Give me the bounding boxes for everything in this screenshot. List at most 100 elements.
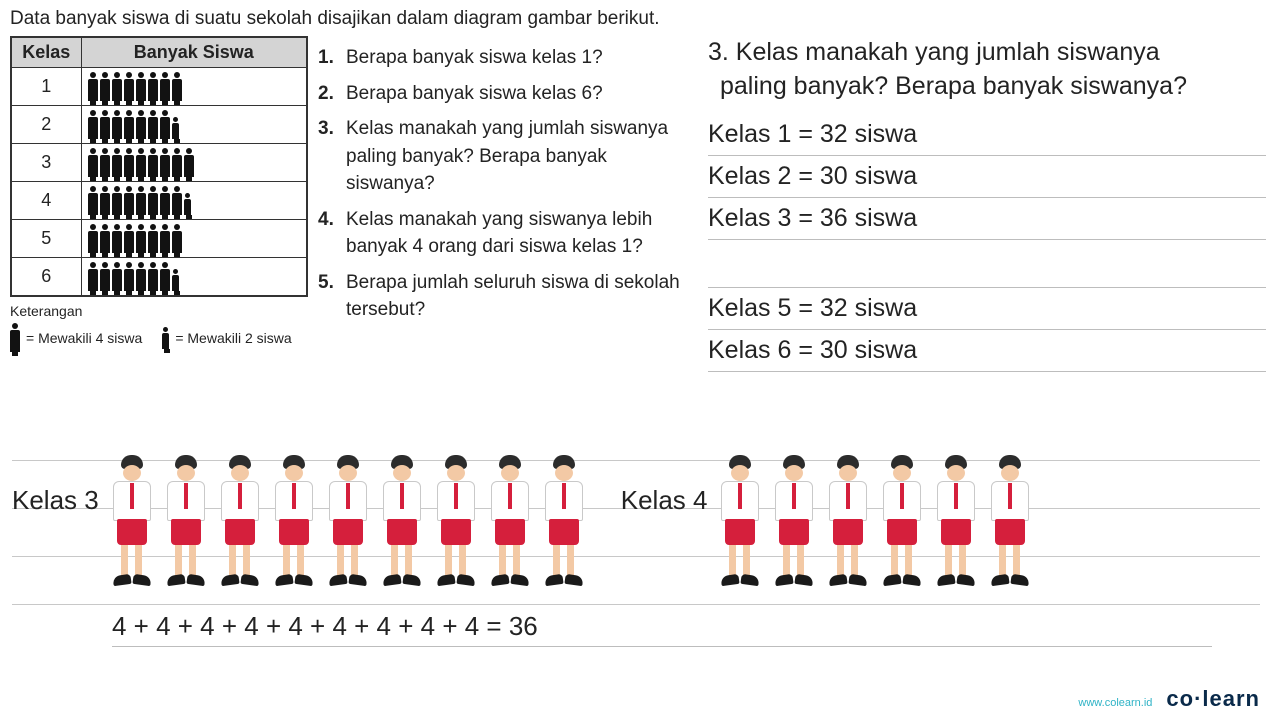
answer-title-line2: paling banyak? Berapa banyak siswanya? — [720, 72, 1187, 100]
cell-pictogram — [81, 182, 307, 220]
person-full-icon — [160, 72, 170, 101]
person-full-icon — [10, 323, 20, 352]
person-full-icon — [148, 262, 158, 291]
question-item: 5.Berapa jumlah seluruh siswa di sekolah… — [318, 269, 690, 324]
table-row: 4 — [11, 182, 307, 220]
question-number: 4. — [318, 206, 346, 261]
person-full-icon — [124, 262, 134, 291]
person-full-icon — [172, 72, 182, 101]
intro-text: Data banyak siswa di suatu sekolah disaj… — [10, 8, 1266, 30]
person-half-icon — [172, 269, 179, 291]
cell-pictogram — [81, 144, 307, 182]
answer-line: Kelas 1 = 32 siswa — [708, 114, 1266, 156]
student-icon — [713, 455, 767, 605]
footer: www.colearn.id co·learn — [1078, 686, 1260, 712]
person-full-icon — [100, 148, 110, 177]
person-full-icon — [160, 262, 170, 291]
question-item: 1.Berapa banyak siswa kelas 1? — [318, 44, 690, 72]
student-icon — [375, 455, 429, 605]
answer-line: Kelas 5 = 32 siswa — [708, 288, 1266, 330]
person-full-icon — [112, 72, 122, 101]
question-list: 1.Berapa banyak siswa kelas 1? 2.Berapa b… — [318, 44, 690, 324]
student-icon — [159, 455, 213, 605]
person-full-icon — [124, 72, 134, 101]
pictogram-table: Kelas Banyak Siswa 123456 — [10, 36, 308, 297]
answer-column: 3. Kelas manakah yang jumlah siswanya pa… — [690, 36, 1266, 372]
person-full-icon — [160, 224, 170, 253]
legend-half-text: = Mewakili 2 siswa — [175, 330, 291, 346]
person-full-icon — [88, 110, 98, 139]
student-icon — [983, 455, 1037, 605]
person-full-icon — [184, 148, 194, 177]
student-icon — [267, 455, 321, 605]
person-full-icon — [148, 186, 158, 215]
person-full-icon — [136, 224, 146, 253]
answer-line: Kelas 6 = 30 siswa — [708, 330, 1266, 372]
person-full-icon — [148, 148, 158, 177]
person-full-icon — [160, 110, 170, 139]
answer-line — [708, 240, 1266, 288]
person-full-icon — [112, 186, 122, 215]
cell-kelas: 3 — [11, 144, 81, 182]
footer-url: www.colearn.id — [1078, 697, 1152, 709]
student-icon — [821, 455, 875, 605]
person-full-icon — [148, 224, 158, 253]
student-icon — [429, 455, 483, 605]
person-full-icon — [112, 110, 122, 139]
question-number: 5. — [318, 269, 346, 324]
person-full-icon — [88, 262, 98, 291]
question-number: 3. — [318, 115, 346, 198]
question-text: Berapa jumlah seluruh siswa di sekolah t… — [346, 269, 690, 324]
answer-line: Kelas 2 = 30 siswa — [708, 156, 1266, 198]
kelas4-label: Kelas 4 — [621, 485, 708, 516]
cell-kelas: 4 — [11, 182, 81, 220]
student-icon — [929, 455, 983, 605]
person-full-icon — [88, 148, 98, 177]
person-full-icon — [160, 148, 170, 177]
student-icon — [767, 455, 821, 605]
table-row: 6 — [11, 258, 307, 297]
person-full-icon — [112, 148, 122, 177]
cell-pictogram — [81, 220, 307, 258]
student-icon — [105, 455, 159, 605]
person-full-icon — [136, 148, 146, 177]
question-item: 4.Kelas manakah yang siswanya lebih bany… — [318, 206, 690, 261]
person-half-icon — [172, 117, 179, 139]
student-icon — [321, 455, 375, 605]
student-icon — [213, 455, 267, 605]
pictogram-table-region: Kelas Banyak Siswa 123456 Keterangan = M… — [10, 36, 310, 372]
person-full-icon — [124, 224, 134, 253]
person-full-icon — [100, 262, 110, 291]
cell-pictogram — [81, 258, 307, 297]
person-full-icon — [100, 72, 110, 101]
person-full-icon — [172, 148, 182, 177]
person-full-icon — [124, 148, 134, 177]
person-full-icon — [172, 186, 182, 215]
question-text: Berapa banyak siswa kelas 6? — [346, 80, 603, 108]
kelas3-label: Kelas 3 — [12, 485, 99, 516]
question-item: 3.Kelas manakah yang jumlah siswanya pal… — [318, 115, 690, 198]
question-item: 2.Berapa banyak siswa kelas 6? — [318, 80, 690, 108]
student-icon — [875, 455, 929, 605]
person-full-icon — [136, 186, 146, 215]
cell-pictogram — [81, 68, 307, 106]
question-text: Kelas manakah yang jumlah siswanya palin… — [346, 115, 690, 198]
person-full-icon — [88, 224, 98, 253]
answer-line: Kelas 3 = 36 siswa — [708, 198, 1266, 240]
question-number: 1. — [318, 44, 346, 72]
legend-title: Keterangan — [10, 303, 310, 319]
person-full-icon — [88, 72, 98, 101]
person-full-icon — [112, 224, 122, 253]
legend: Keterangan = Mewakili 4 siswa = Mewakili… — [10, 303, 310, 352]
person-full-icon — [136, 110, 146, 139]
answer-title-line1: 3. Kelas manakah yang jumlah siswanya — [708, 38, 1160, 66]
table-row: 5 — [11, 220, 307, 258]
cell-kelas: 2 — [11, 106, 81, 144]
cell-kelas: 1 — [11, 68, 81, 106]
person-full-icon — [148, 110, 158, 139]
legend-full-text: = Mewakili 4 siswa — [26, 330, 142, 346]
person-full-icon — [124, 110, 134, 139]
question-number: 2. — [318, 80, 346, 108]
student-illustration: Kelas 3 Kelas 4 4 + 4 + 4 + 4 + 4 + 4 + … — [12, 455, 1268, 647]
person-full-icon — [148, 72, 158, 101]
